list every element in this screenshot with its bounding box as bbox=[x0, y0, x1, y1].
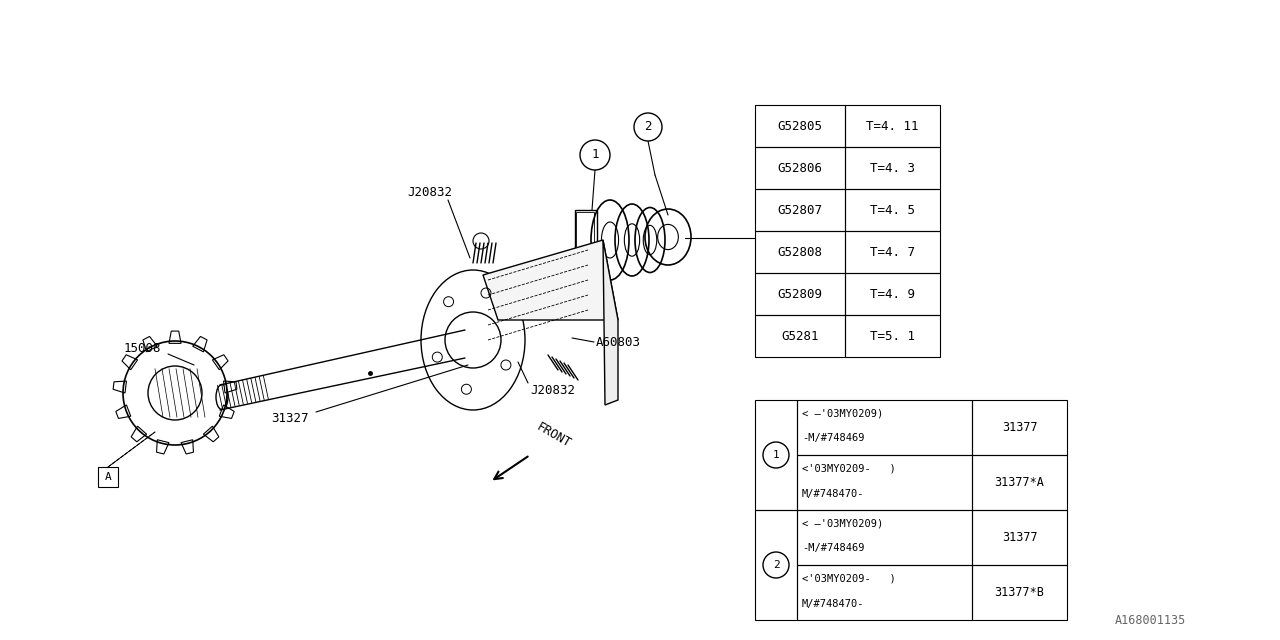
Text: T=5. 1: T=5. 1 bbox=[870, 330, 915, 342]
Bar bbox=[755, 147, 845, 189]
Bar bbox=[797, 565, 972, 620]
Bar bbox=[797, 455, 972, 510]
Text: T=4. 9: T=4. 9 bbox=[870, 287, 915, 301]
Polygon shape bbox=[204, 426, 219, 442]
Text: M/#748470-: M/#748470- bbox=[803, 488, 864, 499]
Circle shape bbox=[763, 552, 788, 578]
Bar bbox=[797, 400, 972, 455]
Text: G52806: G52806 bbox=[777, 161, 823, 175]
Text: < –'03MY0209): < –'03MY0209) bbox=[803, 409, 883, 419]
Text: T=4. 5: T=4. 5 bbox=[870, 204, 915, 216]
Text: G5281: G5281 bbox=[781, 330, 819, 342]
Text: G52808: G52808 bbox=[777, 246, 823, 259]
Circle shape bbox=[763, 442, 788, 468]
Text: FRONT: FRONT bbox=[534, 420, 573, 450]
Text: T=4. 11: T=4. 11 bbox=[867, 120, 919, 132]
Bar bbox=[755, 105, 845, 147]
Bar bbox=[755, 189, 845, 231]
Polygon shape bbox=[219, 405, 234, 419]
Text: G52807: G52807 bbox=[777, 204, 823, 216]
Bar bbox=[972, 510, 1068, 565]
Polygon shape bbox=[224, 381, 237, 393]
Text: J20832: J20832 bbox=[407, 186, 453, 198]
Text: < –'03MY0209): < –'03MY0209) bbox=[803, 519, 883, 529]
Bar bbox=[845, 273, 940, 315]
Text: 1: 1 bbox=[773, 450, 780, 460]
Text: 2: 2 bbox=[644, 120, 652, 134]
Text: -M/#748469: -M/#748469 bbox=[803, 433, 864, 444]
Text: T=4. 7: T=4. 7 bbox=[870, 246, 915, 259]
Bar bbox=[755, 510, 797, 620]
Text: G52809: G52809 bbox=[777, 287, 823, 301]
Text: <'03MY0209-   ): <'03MY0209- ) bbox=[803, 573, 896, 584]
Polygon shape bbox=[143, 337, 157, 352]
Polygon shape bbox=[156, 440, 169, 454]
Circle shape bbox=[580, 140, 611, 170]
Bar bbox=[845, 231, 940, 273]
Text: A60803: A60803 bbox=[596, 335, 641, 349]
Bar bbox=[972, 565, 1068, 620]
Polygon shape bbox=[122, 355, 137, 370]
Bar bbox=[755, 273, 845, 315]
Bar bbox=[99, 467, 118, 487]
Text: 31377*A: 31377*A bbox=[995, 476, 1044, 489]
Bar bbox=[972, 400, 1068, 455]
Bar bbox=[575, 210, 596, 265]
Text: G52805: G52805 bbox=[777, 120, 823, 132]
Bar bbox=[755, 315, 845, 357]
Bar bbox=[845, 315, 940, 357]
Polygon shape bbox=[115, 405, 131, 419]
Text: 31377*B: 31377*B bbox=[995, 586, 1044, 599]
Polygon shape bbox=[212, 355, 228, 370]
Bar bbox=[845, 147, 940, 189]
Bar bbox=[755, 400, 797, 510]
Text: A: A bbox=[105, 472, 111, 482]
Bar bbox=[845, 189, 940, 231]
Text: T=4. 3: T=4. 3 bbox=[870, 161, 915, 175]
Polygon shape bbox=[180, 440, 193, 454]
Text: A168001135: A168001135 bbox=[1115, 614, 1185, 627]
Bar bbox=[845, 105, 940, 147]
Bar bbox=[576, 212, 594, 262]
Polygon shape bbox=[603, 240, 618, 405]
Bar bbox=[797, 510, 972, 565]
Bar bbox=[972, 455, 1068, 510]
Circle shape bbox=[634, 113, 662, 141]
Text: -M/#748469: -M/#748469 bbox=[803, 543, 864, 554]
Text: 31377: 31377 bbox=[1002, 421, 1037, 434]
Text: J20832: J20832 bbox=[530, 383, 575, 397]
Text: 15008: 15008 bbox=[123, 342, 161, 355]
Polygon shape bbox=[113, 381, 127, 393]
Text: 31377: 31377 bbox=[1002, 531, 1037, 544]
Text: 31327: 31327 bbox=[271, 412, 308, 424]
Bar bbox=[755, 231, 845, 273]
Text: <'03MY0209-   ): <'03MY0209- ) bbox=[803, 464, 896, 474]
Polygon shape bbox=[193, 337, 207, 352]
Polygon shape bbox=[169, 331, 180, 344]
Text: M/#748470-: M/#748470- bbox=[803, 598, 864, 609]
Polygon shape bbox=[131, 426, 147, 442]
Polygon shape bbox=[483, 240, 618, 320]
Text: 2: 2 bbox=[773, 560, 780, 570]
Text: 1: 1 bbox=[591, 148, 599, 161]
